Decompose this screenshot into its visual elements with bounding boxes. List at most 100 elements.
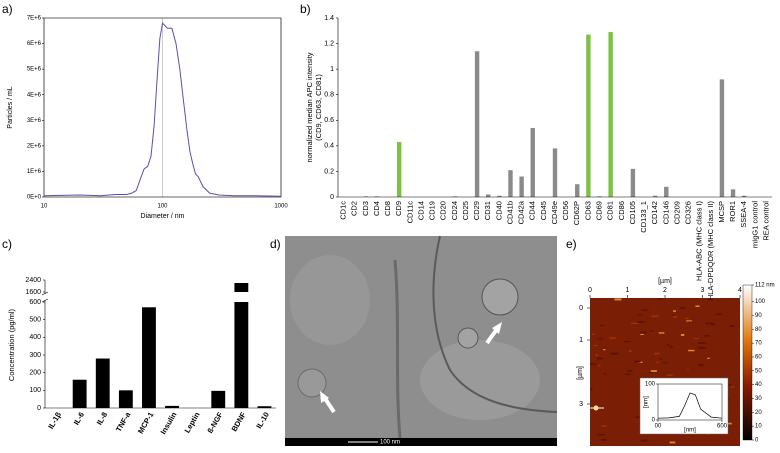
y-tick-label: 7E+6 [27,16,42,22]
afm-texture [614,298,622,301]
x-tick-label: BDNF [230,410,248,433]
x-tick-label: CD8 [383,201,392,216]
x-tick-label: MCP-1 [136,410,155,435]
x-tick-label: CD24 [450,201,459,220]
afm-texture [599,325,604,327]
x-tick-label: CD44 [528,201,537,220]
y-axis-label: Particles / mL [7,86,14,129]
bar [741,195,747,197]
afm-texture [667,343,670,346]
inset-frame [639,377,729,435]
x-tick-label: IL-8 [95,410,109,426]
bar [508,170,513,197]
bar [530,127,535,197]
afm-texture [649,330,654,332]
afm-texture [597,434,606,436]
bar [497,195,502,197]
afm-texture [627,370,633,372]
inset-x-tick-label: 600 [717,424,728,430]
afm-texture [659,358,662,360]
micrograph: 100 nm [285,235,558,446]
y-axis-label: (CD9, CD63, CD81) [314,74,323,141]
bar [664,186,669,197]
colorbar-tick-label: 60 [755,355,762,361]
afm-texture [625,373,631,375]
afm-texture [609,337,616,340]
y-tick-label: 0 [330,194,334,201]
bar [730,189,736,197]
afm-texture [641,309,649,311]
y-tick-label: 2E+6 [27,143,42,149]
x-tick-label: CD105 [628,201,637,224]
colorbar-tick-label: 30 [755,396,762,402]
bar [652,195,658,197]
line [43,22,282,197]
x-tick-label: ROR1 [728,201,737,222]
y-axis-label: Concentration (pg/ml) [7,308,16,381]
afm-texture [601,439,607,441]
colorbar-tick-label: 80 [755,327,762,333]
x-tick-label: CD69 [594,201,603,220]
afm-texture [603,373,607,375]
x-tick-label: CD9 [394,201,403,216]
bar [211,390,226,408]
bar [575,184,580,197]
bar [234,283,249,292]
x-axis-label: [µm] [658,278,672,285]
y-tick-label: 1 [330,66,334,73]
x-tick-label: ß-NGF [205,410,224,435]
y-tick-label: 1.4 [324,15,334,22]
x-tick-label: REA control [761,201,770,241]
bar [552,148,558,197]
afm-texture [686,320,693,322]
x-tick-label: HLA-DPDQDR (MHC class II) [706,200,715,300]
scale-bar-label: 100 nm [380,440,400,446]
afm-texture [648,371,653,373]
y-tick-label: 1.2 [324,40,334,47]
afm-texture [728,384,732,387]
panel-label: e) [566,237,577,251]
panel-label: d) [270,237,281,251]
afm-texture [669,345,673,348]
afm-texture [698,364,704,367]
bar [363,196,369,197]
y-tick-label: 1600 [25,289,41,296]
x-tick-label: 0 [588,287,592,294]
x-tick-label: CD20 [439,201,448,220]
bar [519,176,524,197]
bar [486,194,491,197]
x-tick-label: TNF-a [114,410,133,434]
x-tick-label: CD86 [617,201,626,220]
afm-texture [631,322,639,325]
y-tick-label: 0.6 [324,117,334,124]
colorbar-tick-label: 100 [755,299,766,305]
y-tick-label: 400 [29,334,41,341]
x-tick-label: 1 [626,287,630,294]
panel-label: c) [2,237,12,251]
afm-texture [623,340,631,343]
x-tick-label: mIgG1 control [750,201,759,248]
inset-x-tick-label: 00 [655,424,662,430]
x-tick-label: CD142 [650,201,659,224]
afm-texture [640,439,648,442]
afm-texture [716,313,722,315]
colorbar-tick-label: 0 [755,438,759,444]
panel-label: a) [2,2,13,16]
afm-texture [686,369,690,371]
bar [142,307,156,408]
afm-texture [635,416,641,418]
afm-texture [651,315,659,318]
afm-texture [595,354,599,357]
x-tick-label: CD25 [461,201,470,220]
y-tick-label: 100 [29,387,41,394]
afm-texture [693,338,699,340]
y-tick-label: 0E+0 [27,195,42,201]
afm-texture [704,335,710,337]
y-tick-label: 1 [579,337,583,344]
afm-texture [603,349,606,351]
axis-break [41,291,49,296]
panel-label: b) [300,2,311,16]
afm-texture [591,333,595,335]
afm-texture [601,425,608,427]
